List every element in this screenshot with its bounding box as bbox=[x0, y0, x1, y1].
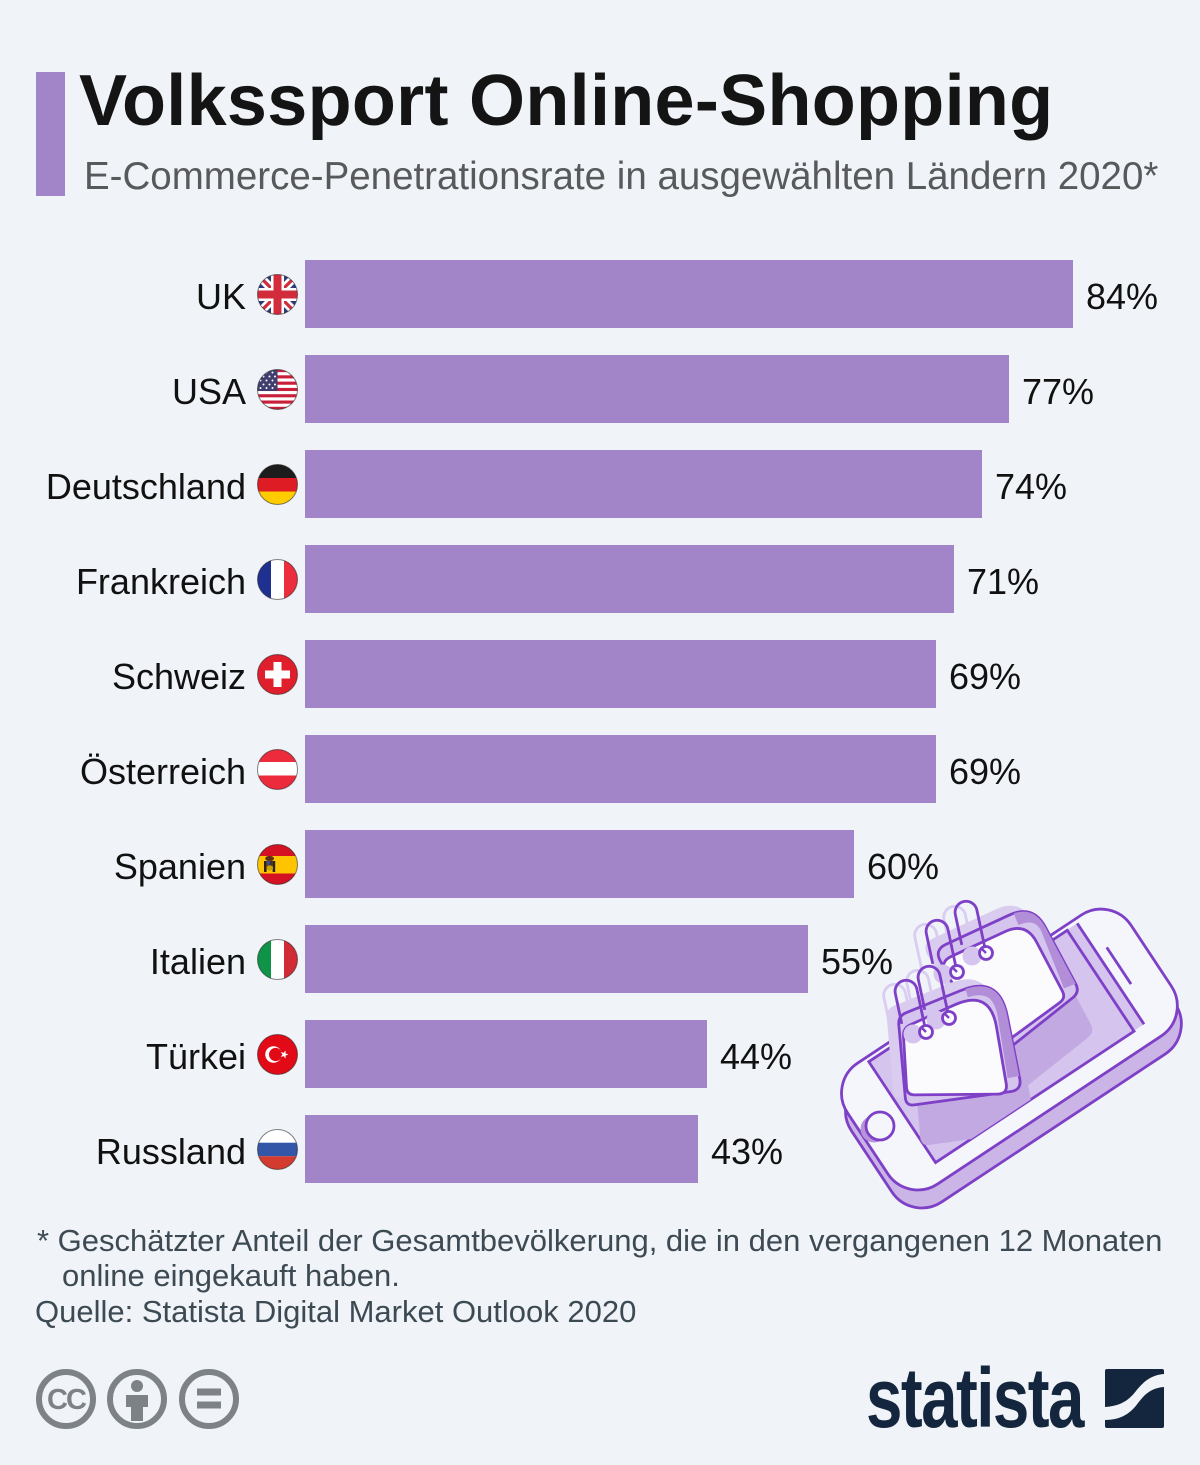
svg-text:CC: CC bbox=[47, 1384, 87, 1416]
